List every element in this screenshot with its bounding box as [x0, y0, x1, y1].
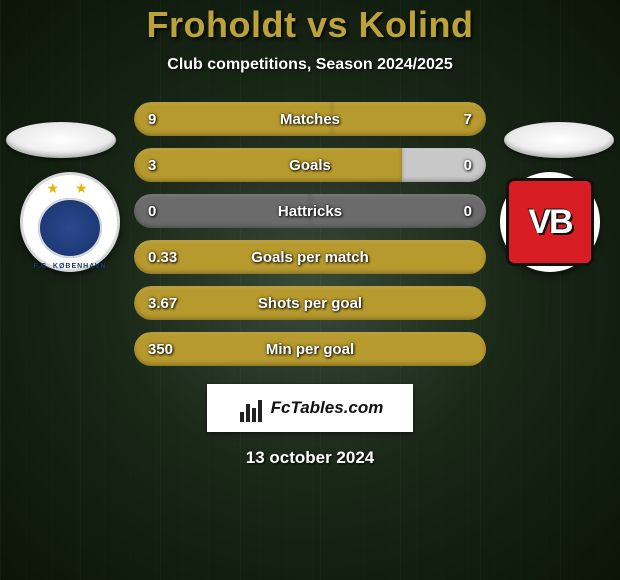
stat-row: Min per goal350 — [134, 332, 486, 366]
stat-track — [134, 148, 486, 182]
stats-list: Matches97Goals30Hattricks00Goals per mat… — [134, 102, 486, 366]
stat-bar-left — [134, 240, 486, 274]
branding-badge[interactable]: FcTables.com — [207, 384, 413, 432]
page-title: Froholdt vs Kolind — [147, 4, 474, 46]
stat-track — [134, 194, 486, 228]
stat-track — [134, 332, 486, 366]
crest-emblem-icon — [38, 198, 102, 258]
stat-value-left: 350 — [148, 341, 173, 358]
stat-value-left: 9 — [148, 111, 156, 128]
stat-bar-right — [402, 148, 486, 182]
stat-track — [134, 286, 486, 320]
crest-text: F.C. KØBENHAVN — [20, 263, 120, 270]
comparison-card: Froholdt vs Kolind Club competitions, Se… — [0, 0, 620, 580]
stat-track — [134, 102, 486, 136]
stat-row: Shots per goal3.67 — [134, 286, 486, 320]
stat-row: Goals30 — [134, 148, 486, 182]
stat-value-left: 0 — [148, 203, 156, 220]
crest-stars-icon: ★ ★ — [20, 180, 120, 197]
stat-bar-right — [310, 194, 486, 228]
club-crest-right: VB — [500, 172, 600, 272]
club-crest-left: ★ ★ F.C. KØBENHAVN — [20, 172, 120, 272]
stat-row: Matches97 — [134, 102, 486, 136]
stat-value-right: 0 — [464, 203, 472, 220]
stat-value-right: 7 — [464, 111, 472, 128]
flag-right-ellipse — [504, 122, 614, 158]
stat-bar-left — [134, 194, 310, 228]
stat-bar-left — [134, 148, 402, 182]
branding-logo-icon — [237, 394, 265, 422]
stat-value-right: 0 — [464, 157, 472, 174]
stat-bar-left — [134, 286, 486, 320]
flag-left-ellipse — [6, 122, 116, 158]
stat-bar-left — [134, 332, 486, 366]
stat-row: Hattricks00 — [134, 194, 486, 228]
stat-value-left: 3.67 — [148, 295, 177, 312]
branding-text: FcTables.com — [271, 398, 384, 418]
crest-inner: VB — [506, 178, 594, 266]
stat-bar-left — [134, 102, 332, 136]
stat-value-left: 3 — [148, 157, 156, 174]
stat-track — [134, 240, 486, 274]
crest-monogram: VB — [528, 203, 571, 242]
stat-row: Goals per match0.33 — [134, 240, 486, 274]
date-label: 13 october 2024 — [246, 448, 375, 468]
stat-value-left: 0.33 — [148, 249, 177, 266]
season-subtitle: Club competitions, Season 2024/2025 — [167, 56, 452, 74]
